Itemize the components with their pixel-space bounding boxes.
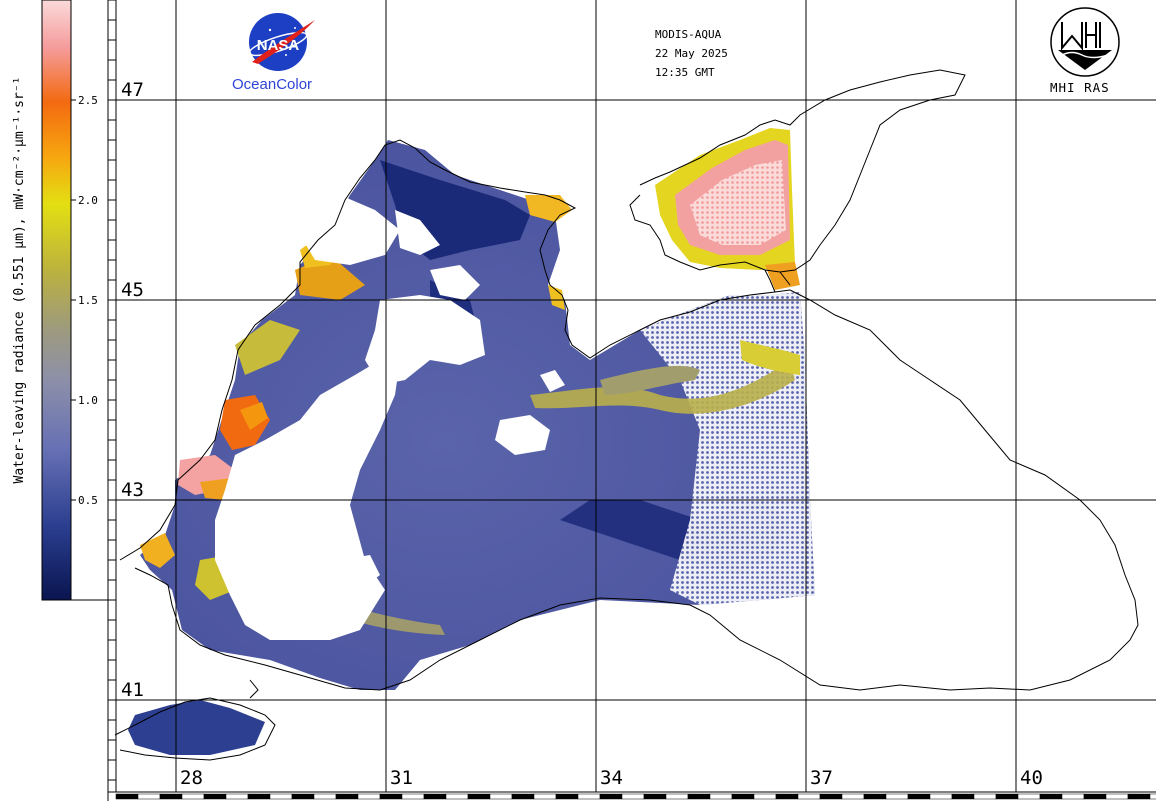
- colorbar-tick-label: 0.5: [78, 494, 98, 507]
- scale-bar-segment: [863, 793, 887, 800]
- scale-bar-segment: [269, 793, 293, 800]
- colorbar-gradient: [42, 0, 71, 600]
- scale-bar-segment: [203, 793, 227, 800]
- scale-bar-segment: [1149, 793, 1156, 800]
- mhi-ras-label: MHI RAS: [1050, 80, 1110, 95]
- scale-bar-segment: [929, 793, 953, 800]
- scale-bar-segment: [137, 793, 161, 800]
- scale-bar-segment: [511, 793, 535, 800]
- lat-label-41: 41: [121, 679, 144, 701]
- scale-bar-segment: [489, 793, 513, 800]
- image-header: MODIS-AQUA 22 May 2025 12:35 GMT: [655, 25, 728, 82]
- scale-bar-segment: [533, 793, 557, 800]
- lat-label-43: 43: [121, 479, 144, 501]
- colorbar-tick-label: 1.5: [78, 294, 98, 307]
- scale-bar-segment: [379, 793, 403, 800]
- acquisition-time: 12:35 GMT: [655, 66, 715, 79]
- nasa-text: NASA: [257, 37, 300, 54]
- colorbar-title: Water-leaving radiance (0.551 µm), mW·cm…: [12, 76, 27, 484]
- scale-bar-segment: [401, 793, 425, 800]
- lat-lon-grid: [108, 0, 1156, 792]
- scale-bar-segment: [951, 793, 975, 800]
- scale-bar-segment: [555, 793, 579, 800]
- lon-label-34: 34: [600, 767, 623, 789]
- lon-label-40: 40: [1020, 767, 1043, 789]
- lon-label-28: 28: [180, 767, 203, 789]
- scale-bar-segment: [423, 793, 447, 800]
- scale-bar-segment: [1127, 793, 1151, 800]
- scale-bar-segment: [885, 793, 909, 800]
- scale-bar-segment: [973, 793, 997, 800]
- scale-bar-segment: [247, 793, 271, 800]
- scale-bar-segment: [159, 793, 183, 800]
- lat-labels: 47 45 43 41: [121, 79, 144, 701]
- scale-bar-segment: [577, 793, 601, 800]
- scale-bar-segment: [621, 793, 645, 800]
- scale-bar-segment: [1105, 793, 1129, 800]
- scale-bar-segment: [313, 793, 337, 800]
- lat-label-47: 47: [121, 79, 144, 101]
- lon-labels: 28 31 34 37 40: [180, 767, 1043, 789]
- scale-bar-segment: [731, 793, 755, 800]
- scale-bar-segment: [819, 793, 843, 800]
- scale-bar-segment: [775, 793, 799, 800]
- scale-bar-segment: [115, 793, 139, 800]
- colorbar-tick-label: 2.0: [78, 194, 98, 207]
- scale-bar-segment: [335, 793, 359, 800]
- scale-bar-segment: [445, 793, 469, 800]
- lon-label-37: 37: [810, 767, 833, 789]
- sensor-name: MODIS-AQUA: [655, 28, 722, 41]
- scale-bar-segment: [709, 793, 733, 800]
- scale-bar-segment: [599, 793, 623, 800]
- azov-sea: [655, 128, 800, 290]
- coastline: [114, 69, 1139, 761]
- acquisition-date: 22 May 2025: [655, 47, 728, 60]
- mhi-ras-logo: [1050, 7, 1120, 77]
- lat-label-45: 45: [121, 279, 144, 301]
- scale-bar-segment: [797, 793, 821, 800]
- scale-bar-segment: [643, 793, 667, 800]
- oceancolor-label: OceanColor: [232, 76, 313, 93]
- scale-bar-segment: [907, 793, 931, 800]
- scale-bar-segment: [753, 793, 777, 800]
- scale-bar-segment: [357, 793, 381, 800]
- colorbar-tick-label: 2.5: [78, 94, 98, 107]
- marmara-sea: [128, 700, 265, 755]
- scale-bar-segment: [467, 793, 491, 800]
- colorbar: 2.5 2.0 1.5 1.0 0.5: [41, 0, 108, 601]
- colorbar-tick-label: 1.0: [78, 394, 98, 407]
- scale-bar-segment: [1083, 793, 1107, 800]
- scale-bar-segment: [841, 793, 865, 800]
- scale-bar-segment: [1061, 793, 1085, 800]
- lon-label-31: 31: [390, 767, 413, 789]
- scale-bar-segment: [687, 793, 711, 800]
- map-frame: [107, 0, 1156, 801]
- scale-bar-segment: [1017, 793, 1041, 800]
- scale-bar-segment: [1039, 793, 1063, 800]
- nasa-logo: NASA: [248, 13, 315, 71]
- scale-bar-segment: [665, 793, 689, 800]
- scale-bar-segment: [995, 793, 1019, 800]
- scale-bar-segment: [225, 793, 249, 800]
- scale-bar-segment: [181, 793, 205, 800]
- scale-bar-segment: [291, 793, 315, 800]
